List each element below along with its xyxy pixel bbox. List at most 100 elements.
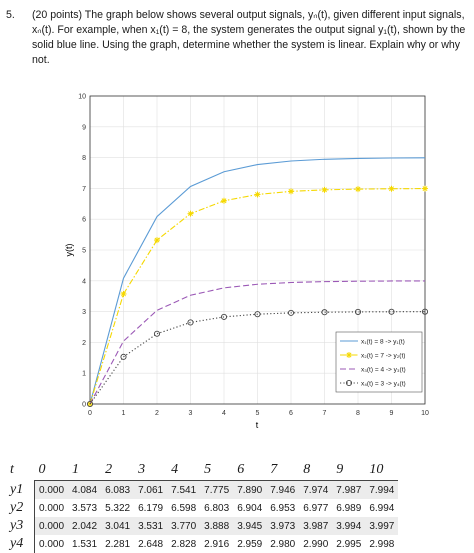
question-line: not. [32, 54, 50, 66]
x-tick-label: 2 [155, 410, 159, 417]
table-cell: 7.987 [332, 480, 366, 499]
data-table: t 0 1 2 3 4 5 6 7 8 9 10 y1 0.000 4.084 6.083 7.061 7.541… [6, 460, 399, 553]
table-cell: 3.573 [72, 502, 98, 514]
y-axis-label: y(t) [64, 244, 74, 257]
legend-label: x₃(t) = 4 -> y₃(t) [361, 367, 406, 374]
table-header-label: t [10, 462, 14, 478]
table-cell: 2.995 [336, 538, 362, 550]
x-tick-label: 10 [421, 410, 429, 417]
data-point [187, 319, 194, 326]
legend-marker [346, 352, 352, 358]
series-4 [86, 308, 429, 408]
table-cell: 3.997 [365, 517, 399, 535]
y-tick-label: 3 [82, 309, 86, 316]
data-point [287, 309, 295, 316]
table-cell: 0.000 [34, 517, 69, 535]
row-label: y2 [6, 499, 35, 517]
table-cell: 2.281 [105, 538, 131, 550]
data-point [120, 353, 127, 360]
legend-entry: x₄(t) = 3 -> y₄(t) [340, 379, 406, 388]
x-tick-label: 7 [323, 410, 327, 417]
question-line: xₙ(t). For example, when x₁(t) = 8, the … [32, 24, 466, 36]
table-cell: 2.648 [138, 538, 164, 550]
legend-label: x₂(t) = 7 -> y₂(t) [361, 353, 405, 360]
data-point [388, 308, 395, 315]
table-cell: 6.977 [303, 502, 329, 514]
table-cell: 2.990 [303, 538, 329, 550]
question-line: solid blue line. Using the graph, determ… [32, 39, 461, 51]
series-3 [89, 280, 426, 405]
table-column-header: 7 [270, 462, 278, 477]
data-point [321, 309, 328, 316]
data-point [288, 188, 294, 195]
row-label: y4 [6, 535, 35, 553]
table-column-header: 2 [105, 462, 113, 477]
table-row: y4 0.000 1.531 2.281 2.648 2.828 2.916 2.959 2.9… [6, 535, 398, 553]
table-cell: 2.980 [270, 538, 296, 550]
table-cell: 7.974 [299, 480, 333, 499]
table-cell: 7.946 [266, 480, 300, 499]
legend-marker [345, 379, 353, 387]
data-point [187, 210, 194, 217]
table-row: y3 0.000 2.042 3.041 3.531 3.770 3.888 3.945 3.9… [6, 517, 399, 535]
y-tick-label: 0 [82, 402, 86, 409]
plot-frame [89, 95, 426, 405]
table-cell: 6.179 [138, 502, 164, 514]
y-tick-label: 10 [78, 94, 86, 101]
x-tick-label: 9 [390, 410, 394, 417]
y-tick-label: 7 [82, 186, 86, 193]
table-cell: 0.000 [34, 480, 69, 499]
question-line: (20 points) The graph below shows severa… [32, 9, 465, 21]
table-cell: 2.916 [204, 538, 230, 550]
data-point [86, 400, 94, 408]
table-column-header: 9 [336, 462, 344, 477]
question-text: (20 points) The graph below shows severa… [32, 8, 470, 68]
data-point [221, 197, 227, 204]
table-column-header: 8 [303, 462, 311, 477]
data-point [120, 290, 127, 297]
y-tick-label: 8 [82, 155, 86, 162]
table-cell: 5.322 [105, 502, 131, 514]
table-cell: 0.000 [39, 538, 65, 550]
legend-label: x₄(t) = 3 -> y₄(t) [361, 381, 406, 388]
table-cell: 2.998 [369, 538, 395, 550]
chart-legend: x₁(t) = 8 -> y₁(t) x₂(t) = 7 -> y₂(t) x₃(t… [335, 331, 423, 393]
table-cell: 3.770 [167, 517, 201, 535]
legend-entry: x₁(t) = 8 -> y₁(t) [340, 339, 405, 346]
chart-ticks: 0 1 2 3 4 5 6 7 8 9 10 0 1 2 3 4 5 6 7 8 9 10 [78, 94, 429, 418]
table-column-header: 6 [237, 462, 245, 477]
output-signals-chart: 0 1 2 3 4 5 6 7 8 9 10 0 1 2 3 4 5 6 7 8 9 10 t y(t) x₁(t) = … [64, 94, 429, 431]
table-cell: 6.994 [369, 502, 395, 514]
table-cell: 0.000 [39, 502, 65, 514]
y-tick-label: 9 [82, 124, 86, 131]
data-point [153, 330, 161, 337]
y-tick-label: 4 [82, 278, 86, 285]
y-tick-label: 2 [82, 340, 86, 347]
table-cell: 3.987 [299, 517, 333, 535]
table-cell: 1.531 [72, 538, 98, 550]
x-tick-label: 5 [256, 410, 260, 417]
data-point [388, 185, 395, 192]
table-cell: 7.775 [200, 480, 234, 499]
legend-entry: x₃(t) = 4 -> y₃(t) [340, 367, 406, 374]
x-tick-label: 1 [122, 410, 126, 417]
table-cell: 7.994 [365, 480, 399, 499]
data-point [220, 313, 228, 320]
data-point [154, 237, 160, 244]
table-cell: 3.945 [233, 517, 267, 535]
table-column-header: 1 [72, 462, 80, 477]
table-column-header: 3 [138, 462, 146, 477]
table-column-header: 10 [369, 462, 384, 477]
table-cell: 7.890 [233, 480, 267, 499]
series-1 [89, 157, 426, 405]
series-line [89, 311, 426, 405]
data-point [321, 186, 328, 193]
legend-label: x₁(t) = 8 -> y₁(t) [361, 339, 405, 346]
x-tick-label: 0 [88, 410, 92, 417]
data-point [355, 186, 361, 193]
table-cell: 2.828 [171, 538, 197, 550]
x-tick-label: 8 [356, 410, 360, 417]
table-row: y1 0.000 4.084 6.083 7.061 7.541 7.775 7.890 7.9… [6, 480, 399, 499]
row-label: y3 [6, 517, 35, 535]
table-cell: 3.041 [101, 517, 135, 535]
